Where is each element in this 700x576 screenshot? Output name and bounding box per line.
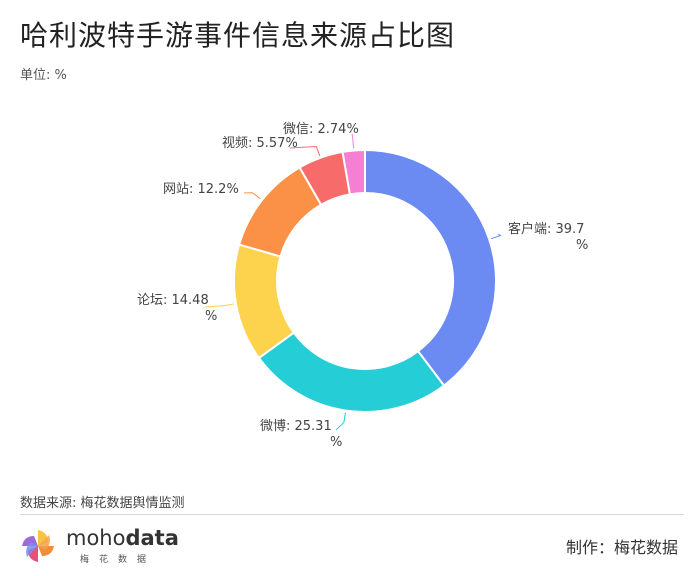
slice-label-5: 微信: 2.74% [283,122,359,137]
logo-subtitle: 梅花数据 [80,555,157,565]
footer-divider [20,514,684,515]
donut-slice-5 [341,148,366,196]
pinwheel-icon [22,530,54,562]
unit-label: 单位: % [20,68,67,83]
leader-line-1 [335,412,346,431]
donut-chart: 客户端: 39.7 % 微博: 25.31 % 论坛: 14.48 % 网站: 12.2% 视… [137,122,588,450]
slice-label-2: 论坛: 14.48% [137,293,217,324]
leader-line-3 [243,192,261,200]
leader-line-2 [204,303,235,308]
donut-slice-1 [257,331,446,413]
logo-wordmark-bold: data [125,526,179,550]
leader-line-5 [351,133,355,149]
data-source: 数据来源: 梅花数据舆情监测 [20,496,185,511]
donut-slice-0 [364,148,497,387]
logo-wordmark: mohodata [66,526,179,550]
credit-label: 制作：梅花数据 [565,538,678,557]
slice-label-4: 视频: 5.57% [222,136,298,151]
logo-wordmark-light: moho [66,526,126,550]
slice-label-0: 客户端: 39.7% [508,221,588,253]
leader-line-0 [490,233,502,240]
mohodata-logo: mohodata 梅花数据 [18,524,179,568]
slice-label-3: 网站: 12.2% [163,182,239,197]
slice-label-1: 微博: 25.31% [260,419,342,450]
leader-line-4 [289,146,321,157]
chart-title: 哈利波特手游事件信息来源占比图 [20,19,456,52]
